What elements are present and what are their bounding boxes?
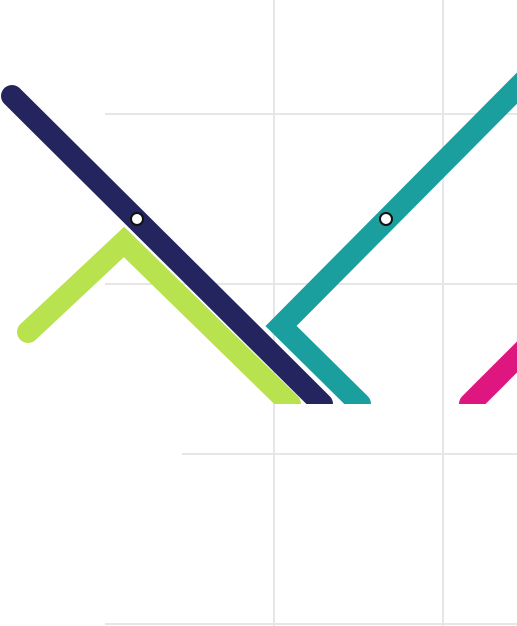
route-line-navy (1, 85, 333, 415)
stations (130, 212, 393, 226)
station-marker[interactable] (379, 212, 393, 226)
route-line-teal (265, 72, 517, 415)
map-grid-lower (105, 404, 517, 626)
station-marker[interactable] (130, 212, 144, 226)
route-lines (1, 72, 517, 415)
route-line-lime (17, 226, 301, 415)
route-line-magenta (459, 341, 517, 415)
map-occluding-panel (0, 404, 517, 626)
